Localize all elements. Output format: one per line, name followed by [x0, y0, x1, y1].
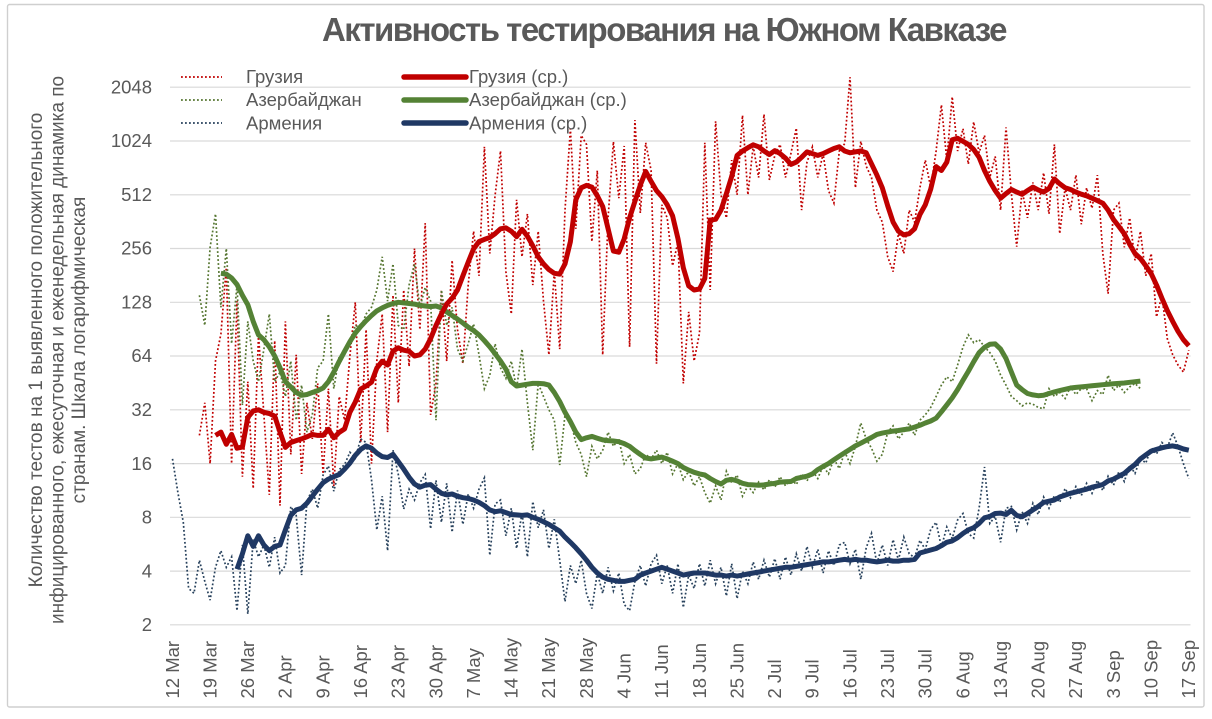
svg-text:Количество тестов на 1 выявлен: Количество тестов на 1 выявленного полож… [26, 113, 47, 588]
svg-text:16 Apr: 16 Apr [350, 645, 371, 699]
svg-text:6 Aug: 6 Aug [952, 651, 973, 698]
svg-text:Грузия (ср.): Грузия (ср.) [469, 66, 568, 87]
svg-text:25 Jun: 25 Jun [726, 643, 747, 699]
svg-text:32: 32 [131, 399, 152, 420]
svg-text:23 Apr: 23 Apr [388, 645, 409, 699]
svg-text:3 Sep: 3 Sep [1103, 650, 1124, 698]
svg-text:23 Jul: 23 Jul [877, 649, 898, 698]
svg-text:2 Jul: 2 Jul [764, 659, 785, 698]
svg-text:17 Sep: 17 Sep [1178, 640, 1199, 699]
svg-text:11 Jun: 11 Jun [651, 644, 672, 698]
svg-text:Азербайджан: Азербайджан [246, 89, 362, 110]
svg-text:16 Jul: 16 Jul [839, 649, 860, 698]
svg-text:18 Jun: 18 Jun [689, 643, 710, 699]
svg-text:инфицированного, ежесуточная и: инфицированного, ежесуточная и еженедель… [48, 76, 69, 624]
svg-text:512: 512 [121, 184, 152, 205]
svg-text:9 Apr: 9 Apr [312, 655, 333, 698]
svg-text:64: 64 [131, 345, 152, 366]
svg-text:Армения: Армения [246, 113, 322, 134]
svg-text:9 Jul: 9 Jul [802, 659, 823, 698]
svg-text:1024: 1024 [111, 130, 152, 151]
svg-text:30 Jul: 30 Jul [915, 649, 936, 698]
svg-text:26 Mar: 26 Mar [237, 641, 258, 699]
svg-text:8: 8 [142, 507, 152, 528]
svg-text:7 May: 7 May [463, 647, 484, 698]
svg-text:странам. Шкала логарифмическая: странам. Шкала логарифмическая [69, 197, 90, 504]
svg-text:Грузия: Грузия [246, 66, 303, 87]
svg-text:4: 4 [142, 560, 152, 581]
svg-text:13 Aug: 13 Aug [990, 641, 1011, 699]
svg-text:128: 128 [121, 292, 152, 313]
svg-text:19 Mar: 19 Mar [199, 641, 220, 699]
svg-text:256: 256 [121, 238, 152, 259]
svg-text:16: 16 [131, 453, 152, 474]
svg-text:14 May: 14 May [501, 637, 522, 698]
svg-text:2 Apr: 2 Apr [275, 655, 296, 698]
svg-text:30 Apr: 30 Apr [425, 645, 446, 699]
svg-text:Азербайджан (ср.): Азербайджан (ср.) [469, 89, 627, 110]
svg-text:4 Jun: 4 Jun [614, 653, 635, 698]
svg-text:Активность тестирования на Южн: Активность тестирования на Южном Кавказе [322, 11, 1007, 48]
svg-text:Армения (ср.): Армения (ср.) [469, 113, 587, 134]
svg-text:12 Mar: 12 Mar [162, 641, 183, 699]
svg-text:28 May: 28 May [576, 637, 597, 698]
svg-text:2: 2 [142, 614, 152, 635]
svg-text:27 Aug: 27 Aug [1065, 641, 1086, 699]
svg-text:21 May: 21 May [538, 637, 559, 698]
svg-text:20 Aug: 20 Aug [1028, 641, 1049, 699]
svg-text:2048: 2048 [111, 76, 152, 97]
svg-text:10 Sep: 10 Sep [1141, 640, 1162, 699]
